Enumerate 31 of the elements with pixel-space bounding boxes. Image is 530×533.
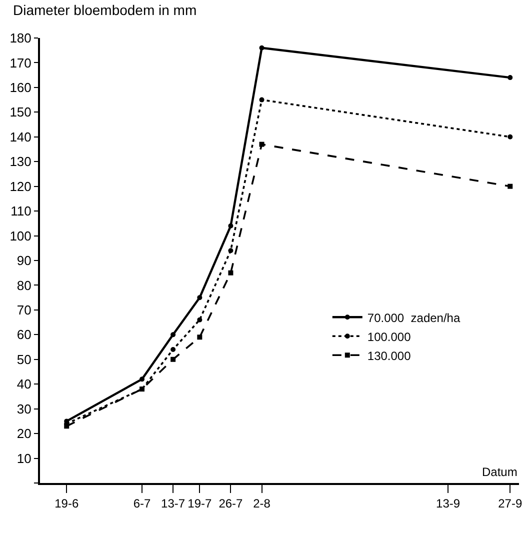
x-tick-label: 27-9 xyxy=(498,496,522,510)
y-tick-label: 80 xyxy=(16,278,32,293)
legend-label: 130.000 xyxy=(367,348,412,363)
y-tick-label: 90 xyxy=(16,253,32,268)
y-tick-label: 180 xyxy=(10,30,32,46)
x-tick-label: 19-7 xyxy=(188,496,212,510)
x-tick-label: 13-7 xyxy=(161,496,186,510)
y-tick-label: 130 xyxy=(10,154,32,170)
y-tick-label: 50 xyxy=(16,352,32,367)
y-tick-label: 30 xyxy=(16,401,32,416)
x-tick-label: 13-9 xyxy=(436,496,460,510)
y-tick-label: 170 xyxy=(10,55,32,70)
legend-label: 70.000 zaden/ha xyxy=(367,310,460,325)
x-tick-label: 6-7 xyxy=(133,496,152,510)
y-tick-label: 40 xyxy=(16,376,32,392)
y-tick-label: 140 xyxy=(10,129,32,144)
y-tick-label: 150 xyxy=(10,104,32,120)
y-tick-label: 20 xyxy=(16,426,32,442)
y-tick-label: 60 xyxy=(16,327,32,342)
y-tick-label: 110 xyxy=(10,204,32,219)
y-tick-label: 120 xyxy=(10,178,32,194)
y-tick-label: 160 xyxy=(10,80,32,95)
legend-label: 100.000 xyxy=(367,330,412,344)
y-axis-title: Diameter bloembodem in mm xyxy=(13,2,197,18)
y-tick-label: 10 xyxy=(16,450,32,466)
x-tick-label: 26-7 xyxy=(218,496,244,510)
y-tick-label: 70 xyxy=(16,302,32,318)
x-tick-label: 2-8 xyxy=(253,496,271,510)
x-axis-title: Datum xyxy=(482,465,518,479)
y-tick-label: 100 xyxy=(10,228,32,244)
x-tick-label: 19-6 xyxy=(54,496,79,510)
